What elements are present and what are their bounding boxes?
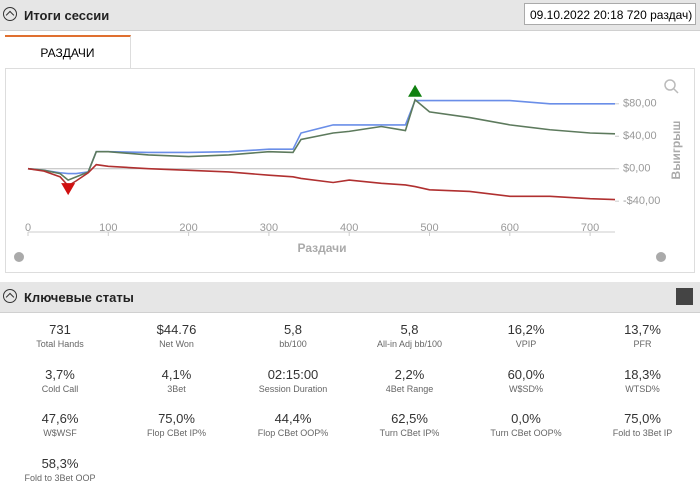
stat: 0,0% Turn CBet OOP% [468, 411, 584, 438]
stat: 75,0% Fold to 3Bet IP [585, 411, 700, 438]
stat-label: Fold to 3Bet OOP [24, 472, 96, 483]
y-tick-label: $80,00 [623, 98, 657, 110]
stat-value: 5,8 [400, 322, 419, 337]
stats-title: Ключевые статы [24, 290, 134, 305]
stat: $44.76 Net Won [119, 322, 235, 349]
x-tick-label: 0 [25, 222, 31, 234]
stat: 47,6% W$WSF [2, 411, 118, 438]
settings-icon[interactable] [14, 252, 24, 262]
collapse-button[interactable] [3, 289, 17, 303]
x-tick-label: 400 [340, 222, 358, 234]
stat-value: 13,7% [624, 322, 661, 337]
stat-label: 3Bet [167, 383, 186, 394]
y-axis-label: Выигрыш [669, 121, 683, 180]
stat-label: VPIP [515, 339, 537, 349]
x-tick-label: 300 [260, 222, 278, 234]
stat-value: 18,3% [624, 366, 661, 382]
stat: 62,5% Turn CBet IP% [352, 411, 468, 438]
stat: 02:15:00 Session Duration [235, 367, 351, 394]
stat-label: PFR [633, 339, 652, 349]
x-axis-label: Раздачи [298, 241, 347, 255]
collapse-button[interactable] [3, 7, 17, 21]
zoom-icon[interactable] [664, 79, 676, 91]
chart-panel [5, 68, 695, 273]
stat: 2,2% 4Bet Range [352, 367, 468, 394]
stat-value: 4,1% [161, 366, 192, 382]
stat-value: 60,0% [507, 366, 545, 382]
stat-value: $44.76 [156, 322, 197, 337]
x-tick-label: 700 [581, 222, 599, 234]
stat-label: Fold to 3Bet IP [612, 428, 673, 438]
y-tick-label: $40,00 [623, 130, 657, 142]
max-marker [408, 84, 423, 97]
stat-label: Flop CBet OOP% [257, 428, 329, 438]
stat: 5,8 All-in Adj bb/100 [352, 322, 468, 349]
session-dropdown[interactable]: 09.10.2022 20:18 720 раздач) [524, 3, 696, 25]
stat-label: bb/100 [279, 339, 307, 349]
stat-label: WTSD% [625, 383, 660, 394]
series-line [27, 163, 616, 201]
stat-value: 58,3% [41, 455, 79, 471]
stat-label: Net Won [159, 339, 194, 349]
stat-value: 2,2% [394, 366, 425, 382]
stat-value: 62,5% [391, 411, 428, 426]
stat-label: W$WSF [43, 428, 77, 438]
stat: 58,3% Fold to 3Bet OOP [2, 456, 118, 483]
tab[interactable]: РАЗДАЧИ [5, 35, 131, 68]
x-tick-label: 500 [420, 222, 438, 234]
stat-label: Turn CBet OOP% [490, 428, 562, 438]
session-header: Итоги сессии 09.10.2022 20:18 720 раздач… [0, 0, 700, 31]
stat-value: 44,4% [274, 411, 312, 426]
stat-value: 75,0% [158, 411, 195, 426]
stat-value: 75,0% [624, 411, 661, 426]
y-tick-label: -$40,00 [623, 195, 660, 207]
stats-header: Ключевые статы [0, 282, 700, 313]
stat: 3,7% Cold Call [2, 367, 118, 394]
y-tick-label: $0,00 [623, 163, 651, 175]
stat: 4,1% 3Bet [119, 367, 235, 394]
info-icon[interactable] [656, 252, 666, 262]
zoom-icon-handle [673, 88, 679, 94]
stat: 44,4% Flop CBet OOP% [235, 411, 351, 438]
stat: 5,8 bb/100 [235, 322, 351, 349]
chart: Раздачи Выигрыш 0 100 200 300 400 500 600 700 $8… [14, 79, 683, 262]
stat: 75,0% Flop CBet IP% [119, 411, 235, 438]
header-title: Итоги сессии [24, 8, 110, 23]
stat-label: 4Bet Range [385, 383, 434, 394]
stat-label: Session Duration [258, 383, 328, 394]
stat-label: W$SD% [508, 383, 543, 394]
x-tick-label: 600 [501, 222, 519, 234]
stat-label: Cold Call [41, 383, 79, 394]
x-tick-label: 200 [179, 222, 197, 234]
x-tick-label: 100 [99, 222, 117, 234]
stat: 16,2% VPIP [468, 322, 584, 349]
min-marker [61, 183, 76, 196]
stat-value: 0,0% [511, 411, 541, 426]
stat-label: All-in Adj bb/100 [376, 339, 443, 349]
series-line [27, 98, 616, 181]
stat-value: 5,8 [283, 322, 303, 337]
stat-value: 02:15:00 [267, 366, 319, 382]
stat: 60,0% W$SD% [468, 367, 584, 394]
stat: 731 Total Hands [2, 322, 118, 349]
layout-button[interactable] [676, 288, 693, 305]
stat: 18,3% WTSD% [585, 367, 700, 394]
series-line [27, 99, 615, 175]
stat-label: Turn CBet IP% [379, 428, 440, 438]
stat-value: 16,2% [507, 322, 545, 337]
stat-value: 731 [49, 322, 71, 337]
stat-label: Total Hands [36, 339, 84, 349]
stat-value: 3,7% [45, 366, 75, 382]
stat: 13,7% PFR [585, 322, 700, 349]
stat-label: Flop CBet IP% [146, 428, 207, 438]
stat-value: 47,6% [41, 411, 79, 426]
